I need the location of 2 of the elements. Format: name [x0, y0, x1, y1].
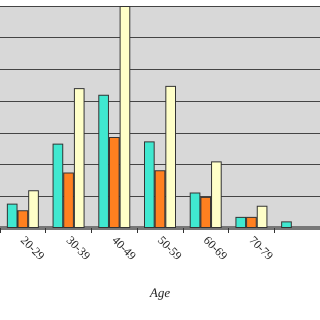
bar — [281, 221, 292, 228]
x-axis-title: Age — [148, 285, 170, 300]
